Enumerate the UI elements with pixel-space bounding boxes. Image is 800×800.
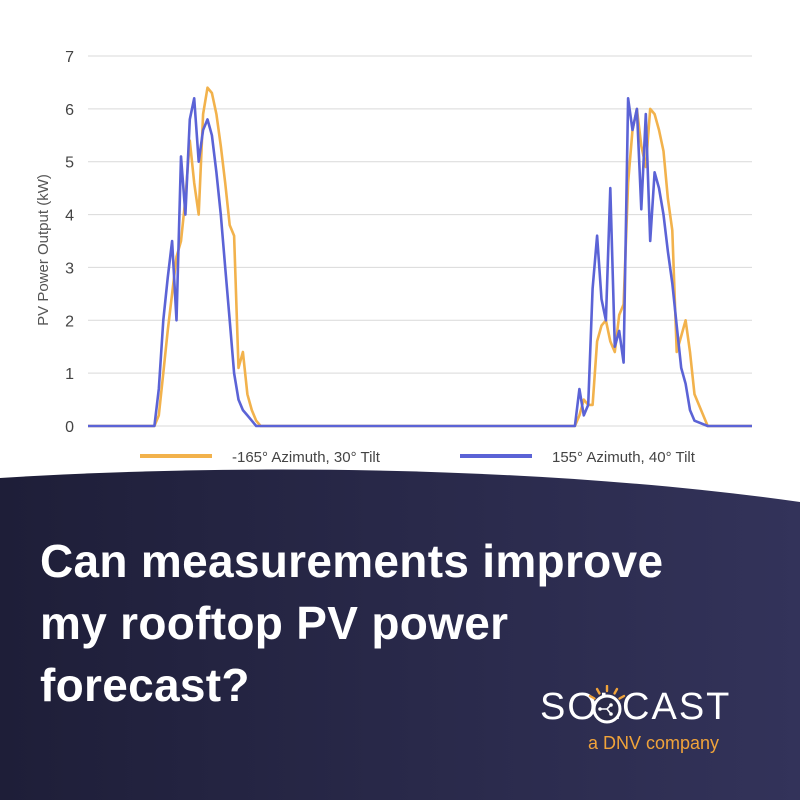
- solcast-logo: SOLCAST a DNV company: [540, 685, 760, 765]
- y-tick-label: 5: [65, 155, 74, 172]
- y-tick-label: 1: [65, 366, 74, 383]
- y-tick-label: 0: [65, 419, 74, 436]
- y-axis-label: PV Power Output (kW): [35, 174, 52, 326]
- y-tick-label: 2: [65, 313, 74, 330]
- y-tick-label: 7: [65, 49, 74, 66]
- pv-power-chart: 0 1 2 3 4 5 6 7 PV Power Output (kW) -165° Azim…: [35, 49, 752, 466]
- brand-name: SOLCAST: [540, 686, 732, 728]
- headline: Can measurements improve my rooftop PV p…: [40, 535, 664, 711]
- y-tick-label: 4: [65, 208, 74, 225]
- brand-tagline: a DNV company: [588, 733, 720, 753]
- legend: -165° Azimuth, 30° Tilt 155° Azimuth, 40°…: [140, 449, 696, 466]
- sun-circuit-icon: [588, 685, 626, 724]
- legend-label-2: 155° Azimuth, 40° Tilt: [552, 449, 696, 466]
- y-axis-ticks: 0 1 2 3 4 5 6 7: [65, 49, 74, 436]
- series-line-1: [88, 86, 752, 428]
- legend-label-1: -165° Azimuth, 30° Tilt: [232, 449, 381, 466]
- y-tick-label: 3: [65, 260, 74, 277]
- series-lines: [88, 86, 752, 428]
- y-tick-label: 6: [65, 102, 74, 119]
- series-line-2: [88, 97, 752, 428]
